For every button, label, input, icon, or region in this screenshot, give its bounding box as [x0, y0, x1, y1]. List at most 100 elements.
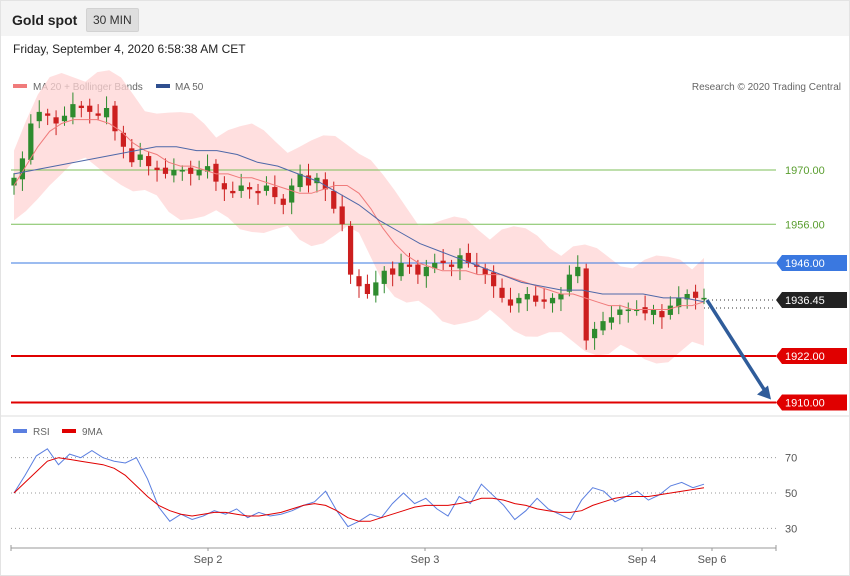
ma50-legend-label: MA 50 — [175, 82, 204, 93]
instrument-title: Gold spot — [12, 12, 78, 28]
rsi-ma-legend-swatch — [62, 429, 76, 433]
candle-body — [448, 264, 455, 267]
candle-body — [247, 187, 253, 190]
candle-body — [608, 317, 615, 323]
rsi-tick-label-1: 50 — [785, 488, 797, 500]
level-label-4: 1910.00 — [785, 398, 825, 410]
candle-body — [390, 268, 396, 275]
candle-body — [423, 266, 429, 277]
candle-body — [162, 167, 169, 174]
candle-body — [331, 190, 337, 209]
level-tag-2 — [776, 255, 847, 271]
candle-body — [583, 268, 589, 341]
candle-body — [415, 264, 421, 275]
header-bar: Gold spot 30 MIN — [1, 1, 849, 36]
rsi-legend-label: RSI — [33, 427, 50, 438]
current-price-tag — [776, 292, 847, 309]
level-label-0: 1970.00 — [785, 165, 825, 177]
candle-body — [297, 173, 303, 188]
candle-body — [61, 115, 68, 122]
candle-body — [541, 299, 547, 302]
candle-body — [600, 321, 606, 331]
rsi-line — [13, 448, 705, 528]
candle-body — [204, 166, 211, 172]
candle-body — [381, 270, 387, 284]
candle-body — [482, 268, 488, 275]
rsi-ma-line — [13, 457, 705, 522]
candle-body — [667, 305, 673, 315]
candle-body — [634, 309, 640, 312]
candle-body — [263, 185, 270, 191]
candle-body — [642, 307, 648, 314]
time-label-2: Sep 4 — [628, 554, 657, 566]
ma20-line — [13, 119, 705, 310]
candle-body — [625, 309, 631, 312]
candle-body — [11, 177, 17, 186]
candle-body — [659, 311, 665, 318]
rsi-tick-label-2: 30 — [785, 523, 797, 535]
candle-body — [507, 299, 514, 306]
time-label-1: Sep 3 — [411, 554, 440, 566]
candle-body — [137, 154, 143, 160]
ma20-legend-swatch — [13, 84, 27, 88]
rsi-legend-swatch — [13, 429, 27, 433]
bollinger-band — [14, 70, 704, 364]
candle-body — [87, 105, 93, 112]
rsi-tick-label-0: 70 — [785, 453, 797, 465]
candle-body — [533, 295, 539, 302]
candle-body — [373, 282, 379, 296]
candle-body — [221, 183, 227, 190]
candle-body — [45, 113, 51, 116]
candle-body — [112, 105, 118, 132]
level-tag-3 — [776, 348, 847, 364]
candle-body — [213, 163, 219, 182]
candle-body — [78, 105, 84, 108]
candle-body — [70, 104, 76, 118]
candle-body — [457, 255, 463, 269]
candle-body — [322, 179, 328, 190]
level-label-3: 1922.00 — [785, 351, 825, 363]
candle-body — [19, 158, 26, 180]
candle-body — [356, 276, 362, 287]
candle-body — [465, 252, 471, 263]
candle-body — [499, 287, 505, 298]
candle-body — [558, 294, 564, 300]
candle-body — [28, 123, 34, 160]
candle-body — [692, 291, 699, 298]
forecast-arrow-head — [757, 385, 771, 400]
candle-body — [364, 283, 371, 294]
candle-body — [154, 167, 160, 170]
ma50-legend-swatch — [156, 84, 170, 88]
candle-body — [230, 190, 236, 194]
candle-body — [491, 272, 497, 287]
time-label-3: Sep 6 — [698, 554, 727, 566]
level-tag-4 — [776, 394, 847, 411]
candle-body — [36, 111, 42, 122]
candle-body — [347, 225, 354, 275]
candle-body — [398, 263, 404, 277]
candle-body — [432, 263, 438, 269]
candle-body — [549, 297, 556, 304]
candle-body — [684, 294, 690, 300]
level-label-1: 1956.00 — [785, 219, 825, 231]
candle-body — [289, 185, 295, 203]
candle-body — [280, 198, 286, 205]
candle-body — [238, 185, 244, 191]
candle-body — [120, 132, 126, 147]
candle-body — [617, 309, 623, 315]
level-label-2: 1946.00 — [785, 258, 825, 270]
candle-body — [566, 274, 572, 292]
candle-body — [516, 297, 522, 304]
time-label-0: Sep 2 — [194, 554, 223, 566]
candle-body — [171, 170, 177, 176]
candle-body — [53, 117, 59, 124]
candle-body — [524, 294, 530, 300]
credit-text: Research © 2020 Trading Central — [692, 82, 841, 93]
candle-body — [592, 328, 598, 339]
timeframe-badge[interactable]: 30 MIN — [86, 8, 139, 32]
candle-body — [196, 170, 202, 176]
candle-body — [440, 260, 446, 263]
current-price-label: 1936.45 — [785, 295, 825, 307]
candle-body — [95, 113, 101, 116]
candle-body — [272, 187, 278, 198]
